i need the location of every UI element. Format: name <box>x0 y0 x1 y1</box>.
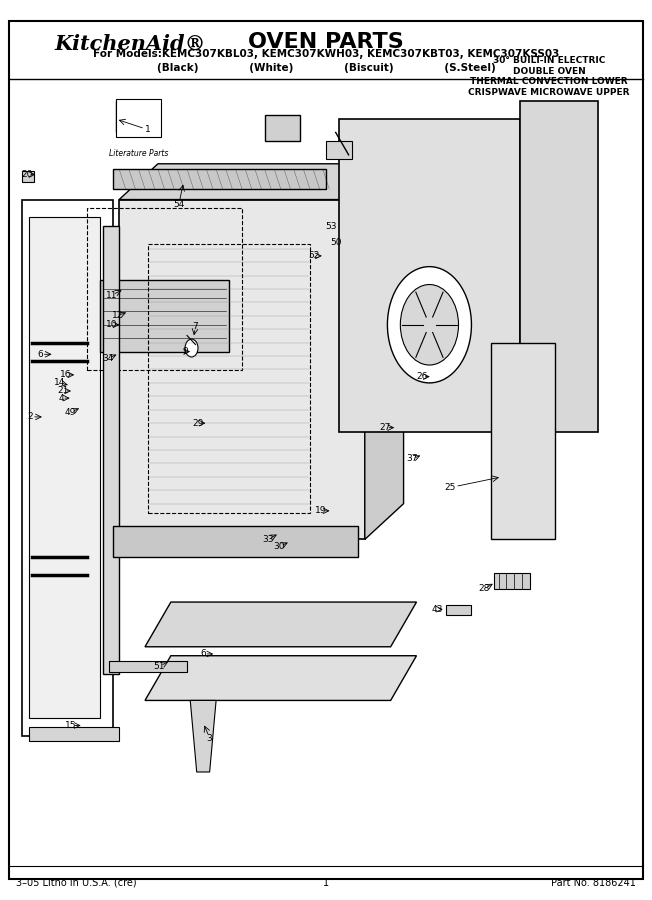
Text: 29: 29 <box>192 418 203 427</box>
Circle shape <box>387 266 471 382</box>
Text: 50: 50 <box>330 238 342 247</box>
Text: 10: 10 <box>106 320 117 329</box>
Bar <box>29 727 119 741</box>
Polygon shape <box>145 656 417 700</box>
Bar <box>339 119 520 432</box>
Circle shape <box>400 284 458 365</box>
Bar <box>110 662 187 671</box>
Text: 21: 21 <box>57 386 68 395</box>
Text: 54: 54 <box>173 201 185 210</box>
Text: 4: 4 <box>58 393 64 402</box>
Bar <box>22 171 34 182</box>
Text: 43: 43 <box>432 605 443 614</box>
Text: 3: 3 <box>207 734 213 742</box>
Text: 37: 37 <box>406 454 418 464</box>
Bar <box>113 526 359 557</box>
Text: For Models:KEMC307KBL03, KEMC307KWH03, KEMC307KBT03, KEMC307KSS03: For Models:KEMC307KBL03, KEMC307KWH03, K… <box>93 50 559 59</box>
Bar <box>100 280 229 352</box>
Text: 20: 20 <box>22 170 33 179</box>
Text: 33: 33 <box>262 535 274 544</box>
Polygon shape <box>119 164 404 200</box>
Polygon shape <box>364 164 404 539</box>
Bar <box>494 572 529 589</box>
Text: 12: 12 <box>112 311 123 320</box>
Polygon shape <box>145 602 417 647</box>
Bar <box>491 343 556 539</box>
Bar <box>148 244 310 513</box>
Circle shape <box>185 339 198 357</box>
Text: 30: 30 <box>274 542 285 551</box>
Text: 49: 49 <box>65 408 76 417</box>
Text: 1: 1 <box>145 125 151 134</box>
Text: (Black)              (White)              (Biscuit)              (S.Steel): (Black) (White) (Biscuit) (S.Steel) <box>156 63 496 73</box>
Bar <box>87 209 242 370</box>
Text: 6: 6 <box>200 650 206 659</box>
Text: 2: 2 <box>28 412 33 421</box>
Text: 9: 9 <box>182 347 188 356</box>
Bar <box>29 218 100 718</box>
Bar <box>116 101 155 132</box>
Polygon shape <box>190 700 216 772</box>
Bar <box>326 141 352 159</box>
Text: KitchenAid®: KitchenAid® <box>55 34 206 54</box>
Bar <box>113 169 326 189</box>
Text: 7: 7 <box>192 322 198 331</box>
Text: 11: 11 <box>106 291 117 300</box>
Bar <box>116 99 161 137</box>
Text: 30° BUILT-IN ELECTRIC
DOUBLE OVEN
THERMAL CONVECTION LOWER
CRISPWAVE MICROWAVE U: 30° BUILT-IN ELECTRIC DOUBLE OVEN THERMA… <box>468 57 630 96</box>
Text: 19: 19 <box>315 507 327 516</box>
Text: 28: 28 <box>479 584 490 593</box>
Text: 26: 26 <box>416 373 427 382</box>
Text: OVEN PARTS: OVEN PARTS <box>248 32 404 52</box>
Text: 6: 6 <box>37 350 43 359</box>
Text: 51: 51 <box>153 662 165 671</box>
Text: 14: 14 <box>54 378 65 387</box>
Bar <box>103 227 119 673</box>
Text: Literature Parts: Literature Parts <box>109 148 168 157</box>
Bar <box>119 200 364 539</box>
Bar <box>445 605 471 616</box>
Text: 16: 16 <box>61 371 72 380</box>
Text: 25: 25 <box>445 483 456 492</box>
Text: 52: 52 <box>308 251 320 260</box>
Text: Part No. 8186241: Part No. 8186241 <box>552 878 636 887</box>
Bar <box>22 200 113 736</box>
Text: 3–05 Litho in U.S.A. (cre): 3–05 Litho in U.S.A. (cre) <box>16 878 136 887</box>
Text: 53: 53 <box>325 222 337 231</box>
Bar <box>520 101 597 432</box>
Bar <box>265 114 300 141</box>
Text: 27: 27 <box>379 423 391 432</box>
Text: 1: 1 <box>323 878 329 887</box>
Text: 15: 15 <box>65 721 76 730</box>
Text: 34: 34 <box>102 355 113 364</box>
